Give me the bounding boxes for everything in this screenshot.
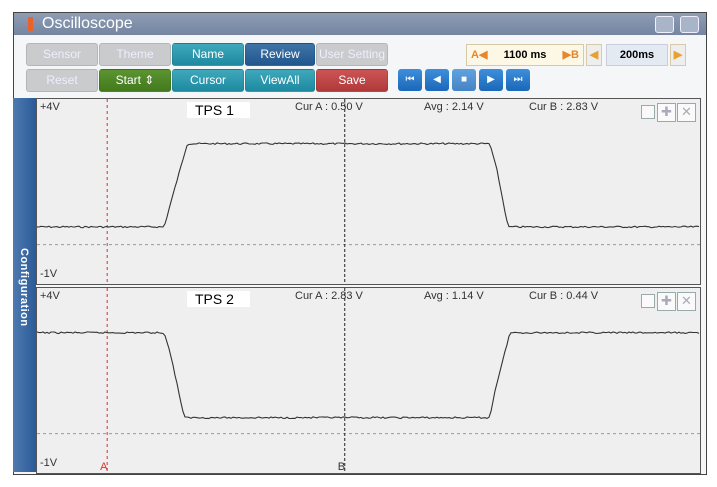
y-min-label: -1V — [40, 268, 58, 280]
window-title: Oscilloscope — [42, 15, 133, 32]
split-view-icon[interactable] — [680, 16, 699, 33]
time-decrease-icon[interactable]: ◀ — [586, 44, 602, 66]
play-icon[interactable]: ▶ — [479, 69, 503, 91]
user-setting-button[interactable]: User Setting — [316, 43, 388, 66]
y-max-label: +4V — [40, 101, 60, 113]
cursor-a-marker[interactable]: A◀ — [471, 49, 488, 61]
stop-icon[interactable]: ■ — [452, 69, 476, 91]
configuration-tab[interactable]: Configuration — [13, 98, 36, 472]
cur-b-readout: Cur B : 2.83 V — [529, 101, 599, 113]
cursor-b-marker[interactable]: ▶B — [562, 49, 579, 61]
viewall-button[interactable]: ViewAll — [245, 69, 315, 92]
avg-readout: Avg : 1.14 V — [424, 290, 484, 302]
signal-trace — [37, 142, 700, 229]
close-icon[interactable]: ✕ — [677, 103, 696, 122]
zoom-plus-icon[interactable]: ✚ — [657, 292, 676, 311]
select-checkbox[interactable] — [641, 294, 655, 308]
first-icon[interactable]: ⏮ — [398, 69, 422, 91]
cur-a-readout: Cur A : 0.50 V — [295, 101, 363, 113]
channel-name[interactable]: TPS 2 — [187, 291, 250, 307]
sensor-button[interactable]: Sensor — [26, 43, 98, 66]
cursor-span-value: 1100 ms — [503, 49, 547, 61]
window-mode-icon[interactable] — [655, 16, 674, 33]
reset-button[interactable]: Reset — [26, 69, 98, 92]
tps1-panel: +4V -1V TPS 1 Cur A : 0.50 V Avg : 2.14 … — [36, 98, 701, 285]
time-increase-icon[interactable]: ▶ — [670, 44, 686, 66]
avg-readout: Avg : 2.14 V — [424, 101, 484, 113]
cur-b-readout: Cur B : 0.44 V — [529, 290, 599, 302]
waveform-plot — [37, 99, 700, 284]
save-button[interactable]: Save — [316, 69, 388, 92]
waveform-plot — [37, 288, 700, 473]
cur-a-readout: Cur A : 2.83 V — [295, 290, 363, 302]
y-max-label: +4V — [40, 290, 60, 302]
zoom-plus-icon[interactable]: ✚ — [657, 103, 676, 122]
start-button[interactable]: Start ⇕ — [99, 69, 171, 92]
time-per-div: 200ms — [606, 44, 668, 66]
name-button[interactable]: Name — [172, 43, 244, 66]
channel-name[interactable]: TPS 1 — [187, 102, 250, 118]
review-button[interactable]: Review — [245, 43, 315, 66]
tps2-panel: +4V -1V TPS 2 Cur A : 2.83 V Avg : 1.14 … — [36, 287, 701, 474]
cursor-span-box: A◀ 1100 ms ▶B — [466, 44, 584, 66]
cursor-b-label[interactable]: B — [337, 461, 346, 473]
title-bar: Oscilloscope — [14, 13, 706, 35]
select-checkbox[interactable] — [641, 105, 655, 119]
y-min-label: -1V — [40, 457, 58, 469]
signal-trace — [37, 331, 700, 420]
prev-icon[interactable]: ◀ — [425, 69, 449, 91]
theme-button[interactable]: Theme — [99, 43, 171, 66]
cursor-button[interactable]: Cursor — [172, 69, 244, 92]
close-icon[interactable]: ✕ — [677, 292, 696, 311]
cursor-a-label[interactable]: A — [100, 461, 108, 473]
app-logo-icon — [28, 17, 33, 31]
configuration-label: Configuration — [18, 248, 30, 327]
last-icon[interactable]: ⏭ — [506, 69, 530, 91]
